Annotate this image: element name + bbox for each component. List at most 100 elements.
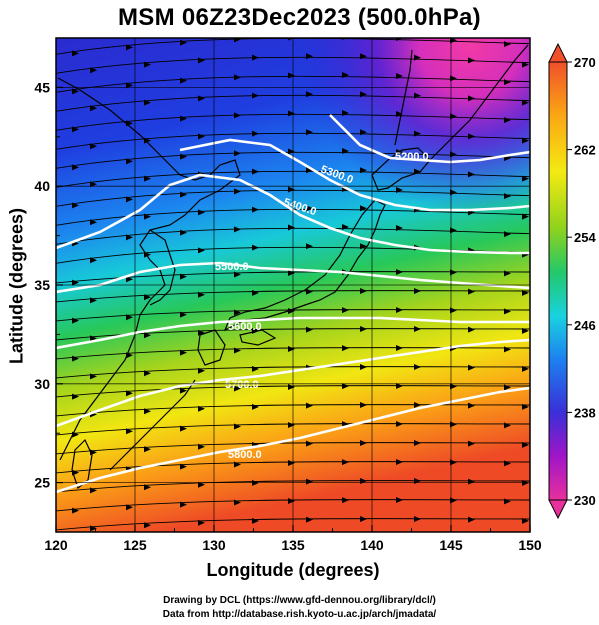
streamline-arrow: [180, 501, 187, 508]
streamline: [56, 189, 530, 207]
streamline-arrow: [144, 484, 151, 491]
height-contours: [56, 114, 530, 494]
streamline-arrow: [126, 82, 133, 89]
credit-data: Data from http://database.rish.kyoto-u.a…: [162, 609, 437, 620]
contour-5600: [56, 316, 530, 350]
streamline-arrow: [306, 167, 313, 174]
streamline-arrow: [288, 224, 295, 231]
contour-5200: [329, 114, 530, 164]
streamline-arrow: [450, 38, 457, 44]
streamline-arrow: [198, 405, 205, 412]
x-tick-label: 145: [439, 537, 463, 553]
streamline-arrow: [144, 175, 151, 182]
streamline-arrow: [522, 441, 529, 448]
streamline-arrow: [126, 196, 133, 203]
streamline-arrow: [504, 117, 511, 124]
streamline-arrow: [414, 54, 421, 61]
streamline-arrow: [414, 92, 421, 99]
streamline-arrow: [396, 496, 403, 503]
streamline-arrow: [198, 367, 205, 374]
streamline-arrow: [468, 288, 475, 295]
chart-title: MSM 06Z23Dec2023 (500.0hPa): [118, 4, 481, 31]
streamline-arrow: [360, 91, 367, 98]
streamline-arrow: [450, 151, 457, 158]
streamline-arrow: [306, 402, 313, 409]
x-tick-label: 150: [518, 537, 542, 553]
streamline-arrow: [306, 516, 313, 523]
y-axis-title: Latitude (degrees): [6, 207, 27, 365]
contour-label-5800: 5800.0: [228, 449, 262, 461]
streamline-arrow: [144, 213, 151, 220]
streamline-arrow: [396, 186, 403, 193]
contour-5500: [56, 261, 530, 294]
streamline-arrow: [306, 326, 313, 333]
streamline-arrow: [234, 423, 241, 430]
streamline-arrow: [288, 460, 295, 467]
colorbar-tick-label: 254: [574, 230, 596, 245]
streamline-arrow: [72, 126, 79, 133]
streamline-arrow: [126, 234, 133, 241]
streamline-arrow: [396, 306, 403, 313]
streamline-arrow: [90, 67, 97, 74]
streamline-arrow: [504, 460, 511, 467]
colorbar-tick-label: 270: [574, 55, 596, 70]
streamline-arrow: [72, 393, 79, 400]
streamline-arrow: [468, 402, 475, 409]
streamline-arrow: [342, 497, 349, 504]
contour-label-5500: 5500.0: [215, 261, 249, 273]
streamline-arrow: [198, 329, 205, 336]
x-tick-label: 140: [360, 537, 384, 553]
streamline-arrow: [450, 383, 457, 390]
streamline-arrow: [126, 428, 133, 435]
credit-drawing: Drawing by DCL (https://www.gfd-dennou.o…: [163, 595, 436, 606]
streamline-arrow: [504, 193, 511, 200]
streamline-arrow: [468, 133, 475, 140]
coastline-taiwan: [71, 438, 93, 490]
streamline-arrow: [396, 268, 403, 275]
streamline-arrow: [414, 130, 421, 137]
streamline-arrow: [126, 390, 133, 397]
streamline-arrow: [504, 79, 511, 86]
coastline-japan-honshu: [223, 199, 386, 332]
streamline-arrow: [90, 373, 97, 380]
streamline: [56, 227, 530, 245]
streamline-arrow: [144, 408, 151, 415]
streamline-arrow: [252, 168, 259, 175]
streamline-arrow: [72, 355, 79, 362]
contour-5300: [179, 138, 530, 212]
streamline-arrow: [504, 384, 511, 391]
streamline-arrow: [342, 459, 349, 466]
contour-5800: [56, 386, 530, 494]
contour-label-5700: 5700.0: [225, 379, 259, 391]
streamline-arrow: [288, 308, 295, 315]
streamline-arrow: [468, 364, 475, 371]
streamline-arrow: [306, 129, 313, 136]
streamline-arrow: [468, 95, 475, 102]
streamline-arrow: [126, 158, 133, 165]
streamline-arrow: [180, 77, 187, 84]
streamline-arrow: [450, 269, 457, 276]
streamline: [56, 499, 530, 512]
coastline-japan-kyushu: [197, 329, 226, 366]
x-axis-title: Longitude (degrees): [206, 560, 380, 580]
coastline-kuril-kamchatka: [429, 44, 529, 161]
streamline-arrow: [252, 289, 259, 296]
streamline-arrow: [252, 365, 259, 372]
streamline-arrow: [90, 335, 97, 342]
streamline-arrow: [180, 153, 187, 160]
streamline-arrow: [126, 44, 133, 51]
streamline-arrow: [72, 202, 79, 209]
streamline-arrow: [252, 403, 259, 410]
streamline-arrow: [396, 382, 403, 389]
streamline-arrow: [360, 205, 367, 212]
y-tick-label: 35: [34, 277, 50, 293]
streamline-arrow: [468, 516, 475, 523]
streamline-arrow: [90, 487, 97, 494]
streamline-arrow: [522, 175, 529, 182]
streamline-arrow: [180, 115, 187, 122]
streamline-arrow: [414, 440, 421, 447]
streamline-arrow: [450, 189, 457, 196]
streamline-arrow: [342, 421, 349, 428]
streamline-arrow: [468, 478, 475, 485]
